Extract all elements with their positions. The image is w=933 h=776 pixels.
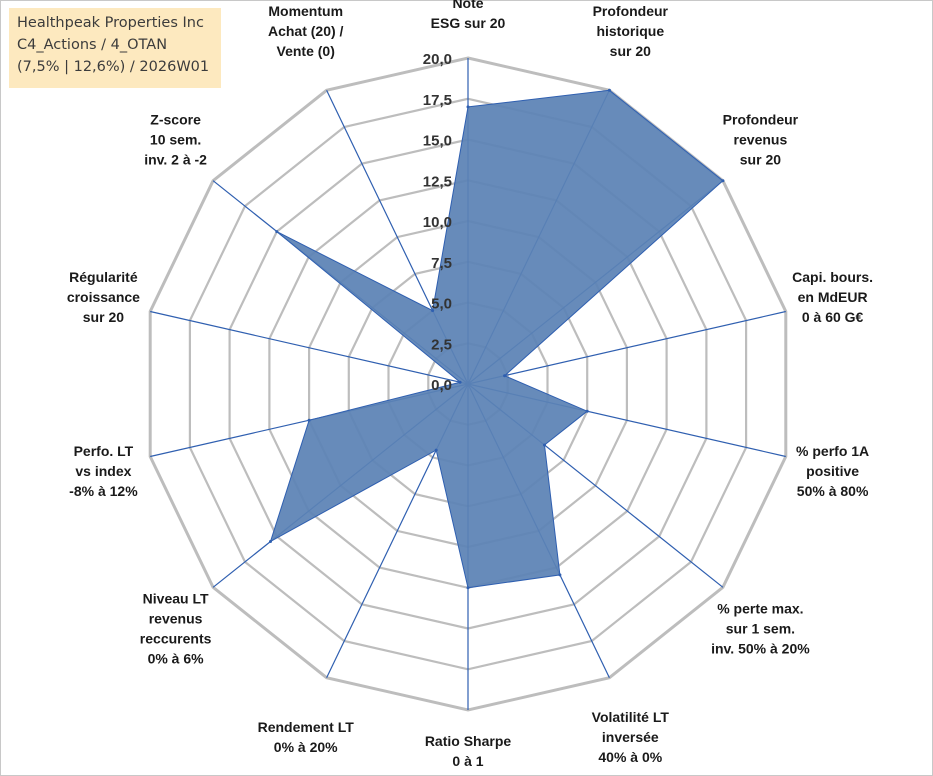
axis-label-group: Rendement LT 0% à 20% (258, 719, 355, 755)
axis-label-line: Régularité (69, 269, 138, 285)
axis-label-line: Profondeur (723, 112, 799, 128)
axis-label-line: 0 à 60 G€ (802, 309, 864, 325)
axis-label-line: Momentum (268, 3, 343, 19)
data-point (721, 179, 725, 183)
axis-label-line: inv. 2 à -2 (144, 152, 207, 168)
axis-label-line: 0 à 1 (452, 753, 483, 769)
data-point (466, 586, 470, 590)
data-point (458, 380, 462, 384)
axis-label-group: Perfo. LT vs index -8% à 12% (69, 443, 138, 499)
axis-label-line: 0% à 6% (148, 650, 205, 666)
title-line-period: (7,5% | 12,6%) / 2026W01 (17, 59, 210, 75)
axis-label-line: Vente (0) (277, 43, 335, 59)
axis-label-line: 0% à 20% (274, 739, 338, 755)
data-point (585, 409, 589, 413)
axis-label-line: historique (596, 23, 664, 39)
axis-label-line: % perte max. (717, 600, 803, 616)
axis-label-group: Volatilité LT inversée 40% à 0% (592, 709, 670, 765)
axis-label-group: Profondeur historique sur 20 (593, 3, 669, 59)
axis-label-line: Z-score (150, 112, 201, 128)
axis-label-line: Achat (20) / (268, 23, 344, 39)
chart-title-box: Healthpeak Properties Inc C4_Actions / 4… (9, 8, 221, 88)
tick-label: 5,0 (431, 296, 452, 313)
axis-label-line: Perfo. LT (74, 443, 134, 459)
axis-label-line: sur 1 sem. (726, 620, 795, 636)
axis-label-line: % perfo 1A (796, 443, 869, 459)
axis-label-group: Momentum Achat (20) / Vente (0) (268, 3, 344, 59)
axis-label-line: Profondeur (593, 3, 669, 19)
axis-label-group: Régularité croissance sur 20 (67, 269, 140, 325)
data-point (543, 443, 546, 447)
axis-label-group: % perfo 1A positive 50% à 80% (796, 443, 869, 499)
data-point (434, 448, 438, 452)
axis-label-line: Volatilité LT (592, 709, 670, 725)
axis-label-line: sur 20 (83, 309, 124, 325)
axis-label-line: croissance (67, 289, 140, 305)
radar-series (269, 88, 725, 590)
data-point (307, 418, 311, 422)
axis-label-line: Capi. bours. (792, 269, 873, 285)
title-line-category: C4_Actions / 4_OTAN (17, 37, 168, 53)
data-area (269, 89, 724, 589)
tick-label: 17,5 (423, 92, 452, 109)
axis-label-line: -8% à 12% (69, 483, 138, 499)
axis-label-line: vs index (75, 463, 131, 479)
data-point (275, 230, 279, 234)
title-line-company: Healthpeak Properties Inc (17, 15, 204, 31)
axis-label-group: % perte max. sur 1 sem. inv. 50% à 20% (711, 600, 810, 656)
axis-label-line: Niveau LT (143, 590, 209, 606)
axis-spoke (467, 310, 786, 385)
data-point (431, 309, 435, 313)
axis-label-group: Capi. bours. en MdEUR 0 à 60 G€ (792, 269, 873, 325)
axis-spoke (150, 310, 469, 385)
axis-label-line: Ratio Sharpe (425, 733, 512, 749)
axis-label-line: sur 20 (740, 152, 781, 168)
axis-label-group: Ratio Sharpe 0 à 1 (425, 733, 512, 769)
axis-label-line: 40% à 0% (598, 749, 662, 765)
tick-label: 20,0 (423, 51, 452, 68)
data-point (558, 573, 562, 577)
data-point (607, 88, 611, 92)
axis-labels: Note ESG sur 20 Profondeur historique sur 20… (67, 0, 873, 769)
axis-label-group: Note ESG sur 20 (431, 0, 506, 31)
axis-label-line: en MdEUR (798, 289, 868, 305)
radial-tick-labels: 0,0 2,5 5,0 7,5 10,0 12,5 15,0 17,5 20,0 (423, 51, 452, 394)
data-point (503, 374, 507, 378)
data-point (466, 105, 470, 109)
axis-label-line: reccurents (140, 630, 212, 646)
axis-label-line: 50% à 80% (797, 483, 869, 499)
axis-label-line: 10 sem. (150, 132, 201, 148)
tick-label: 0,0 (431, 377, 452, 394)
axis-label-line: revenus (734, 132, 788, 148)
axis-label-line: revenus (149, 610, 203, 626)
axis-label-line: Rendement LT (258, 719, 355, 735)
axis-label-line: ESG sur 20 (431, 15, 506, 31)
axis-label-line: inv. 50% à 20% (711, 640, 810, 656)
axis-label-line: Note (452, 0, 483, 11)
axis-label-group: Niveau LT revenus reccurents 0% à 6% (140, 590, 212, 666)
tick-label: 10,0 (423, 214, 452, 231)
tick-label: 2,5 (431, 336, 452, 353)
axis-label-line: sur 20 (610, 43, 651, 59)
axis-label-line: inversée (602, 729, 659, 745)
tick-label: 12,5 (423, 173, 452, 190)
axis-label-group: Profondeur revenus sur 20 (723, 112, 799, 168)
tick-label: 15,0 (423, 133, 452, 150)
tick-label: 7,5 (431, 255, 452, 272)
axis-label-line: positive (806, 463, 859, 479)
data-point (269, 540, 272, 543)
axis-label-group: Z-score 10 sem. inv. 2 à -2 (144, 112, 207, 168)
